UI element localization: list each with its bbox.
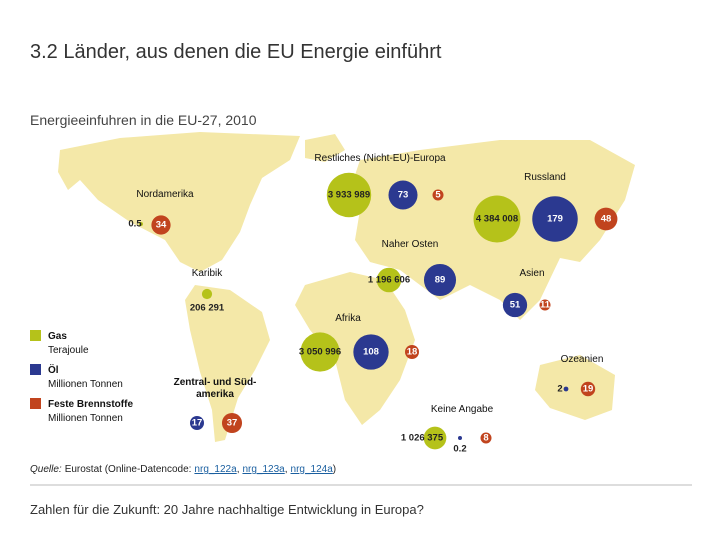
solid-value: 19 [583,384,594,395]
solid-bubble [151,215,171,235]
legend-unit: Terajoule [48,345,89,356]
oil-bubble [189,415,205,431]
oil-value: 108 [363,347,379,358]
footer: Zahlen für die Zukunft: 20 Jahre nachhal… [30,502,424,517]
gas-bubble [139,222,143,226]
source-separator: , [237,464,240,475]
gas-bubble [300,332,340,372]
gas-bubble [326,172,372,218]
gas-value: 0.5 [128,219,142,230]
region-label-line: Zentral- und Süd- [174,377,257,388]
region-label: Karibik [192,268,224,279]
source-link: nrg_124a [291,464,334,475]
solid-value: 37 [227,418,238,429]
region-label: Naher Osten [382,239,439,250]
gas-bubble [473,195,521,243]
solid-bubble [594,207,618,231]
title: 3.2 Länder, aus denen die EU Energie ein… [30,41,442,63]
oil-bubble [563,386,569,392]
gas-value: 206 291 [190,303,225,314]
subtitle: Energieeinfuhren in die EU-27, 2010 [30,112,257,128]
solid-value: 11 [540,300,551,311]
solid-bubble [404,344,420,360]
gas-bubble [201,288,213,300]
solid-bubble [221,412,243,434]
oil-bubble [353,334,389,370]
gas-value: 3 933 989 [328,190,370,201]
oil-bubble [502,292,528,318]
gas-value: 1 196 606 [368,275,410,286]
oil-bubble [388,180,418,210]
region-label: Zentral- und Süd-amerika [174,377,257,400]
source-label: Quelle: [30,464,62,475]
region-label-line: amerika [196,389,234,400]
solid-value: 5 [435,190,441,201]
legend-swatch [30,330,41,341]
region-label: Ozeanien [561,354,604,365]
solid-value: 48 [601,214,612,225]
gas-value: 3 050 996 [299,347,341,358]
region-label: Russland [524,172,566,183]
solid-value: 18 [407,347,418,358]
gas-value: 4 384 008 [476,214,518,225]
source-link: nrg_122a [194,464,237,475]
region-label: Afrika [335,313,361,324]
gas-bubble [376,267,402,293]
oil-value: 0.2 [453,444,466,455]
solid-value: 8 [483,433,488,444]
source-link: nrg_123a [242,464,285,475]
solid-bubble [432,189,444,201]
oil-value: 51 [510,300,521,311]
oil-value: 179 [547,214,563,225]
solid-bubble [580,381,596,397]
gas-bubble [423,426,447,450]
source-text: Eurostat (Online-Datencode: [65,464,192,475]
oil-value: 89 [435,275,446,286]
oil-value: 2 [557,384,562,395]
legend-name: Gas [48,331,67,342]
bubbles: Restliches (Nicht-EU)-Europa 3 933 989 73 5… [128,153,618,455]
source-suffix: ) [333,464,336,475]
legend-swatch [30,364,41,375]
region-label: Nordamerika [136,189,194,200]
solid-bubble [539,299,551,311]
solid-value: 34 [156,220,167,231]
region-label: Keine Angabe [431,404,494,415]
oil-bubble [532,196,578,242]
legend-name: Feste Brennstoffe [48,399,133,410]
gas-value: 1 026 375 [401,433,444,444]
source: Quelle: Eurostat (Online-Datencode: nrg_12… [30,464,336,475]
legend: Gas Terajoule Öl Millionen Tonnen Feste Bren… [30,330,133,424]
oil-bubble [423,263,457,297]
solid-bubble [480,432,492,444]
legend-swatch [30,398,41,409]
legend-name: Öl [48,363,59,376]
region-label: Restliches (Nicht-EU)-Europa [314,153,446,164]
legend-unit: Millionen Tonnen [48,379,123,390]
oil-value: 17 [192,418,203,429]
region-label: Asien [519,268,544,279]
legend-unit: Millionen Tonnen [48,413,123,424]
oil-bubble [458,436,462,440]
source-separator: , [285,464,288,475]
oil-value: 73 [398,190,409,201]
